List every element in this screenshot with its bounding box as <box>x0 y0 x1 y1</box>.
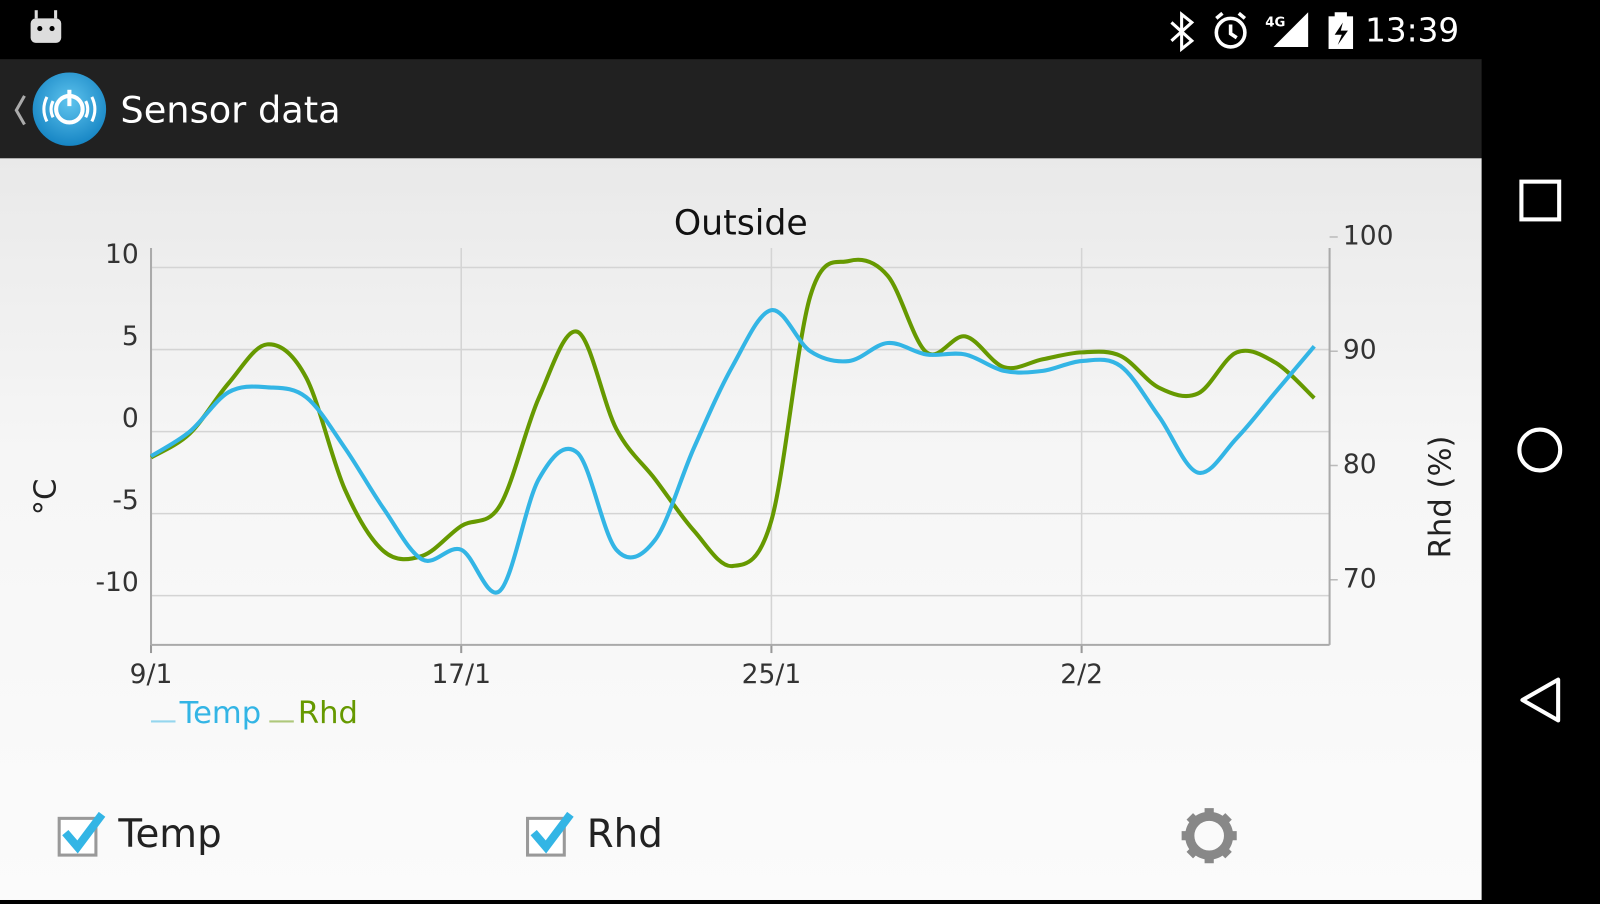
checkbox-label[interactable]: Rhd <box>587 812 663 857</box>
y-tick-label: 10 <box>105 239 139 270</box>
legend-label: Rhd <box>298 696 358 731</box>
checkbox[interactable] <box>57 811 106 857</box>
settings-button[interactable] <box>1181 808 1237 864</box>
action-bar-title: Sensor data <box>120 89 340 132</box>
data-line <box>149 308 1316 595</box>
y-axis-label: °C <box>28 479 63 516</box>
legend-label: Temp <box>179 696 262 731</box>
y-tick-label: 5 <box>122 321 139 352</box>
battery-icon <box>1328 12 1354 49</box>
alarm-icon <box>1214 11 1247 49</box>
android-notification-icon <box>30 10 62 43</box>
network-type: 4G <box>1265 16 1285 31</box>
y2-tick-label: 100 <box>1343 220 1394 251</box>
status-time: 13:39 <box>1365 12 1459 50</box>
back-button[interactable] <box>1520 677 1561 723</box>
home-button[interactable] <box>1517 427 1563 473</box>
y-tick-label: -10 <box>95 567 138 598</box>
x-tick-label: 9/1 <box>130 659 173 690</box>
bluetooth-icon <box>1170 11 1195 53</box>
x-tick-label: 2/2 <box>1060 659 1103 690</box>
x-tick-label: 17/1 <box>431 659 491 690</box>
y2-tick-label: 90 <box>1343 335 1377 366</box>
data-line <box>149 257 1316 569</box>
up-caret[interactable] <box>14 95 26 126</box>
plot: -10 -5 0 5 10 70 80 90 100 9/1 17/1 25/1 2/2 Temp Rhd <box>95 220 1393 730</box>
y2-tick-label: 80 <box>1343 449 1377 480</box>
recents-button[interactable] <box>1519 179 1562 222</box>
chart-title: Outside <box>674 203 808 243</box>
x-tick-label: 25/1 <box>742 659 802 690</box>
content-bg <box>0 158 1482 900</box>
y2-axis-label: Rhd (%) <box>1423 436 1458 559</box>
checkbox-label[interactable]: Temp <box>117 812 221 857</box>
y-tick-label: -5 <box>112 485 138 516</box>
y2-tick-label: 70 <box>1343 563 1377 594</box>
action-bar <box>0 59 1482 159</box>
app-icon[interactable] <box>32 72 107 146</box>
checkbox[interactable] <box>526 811 574 857</box>
y-tick-label: 0 <box>122 403 139 434</box>
